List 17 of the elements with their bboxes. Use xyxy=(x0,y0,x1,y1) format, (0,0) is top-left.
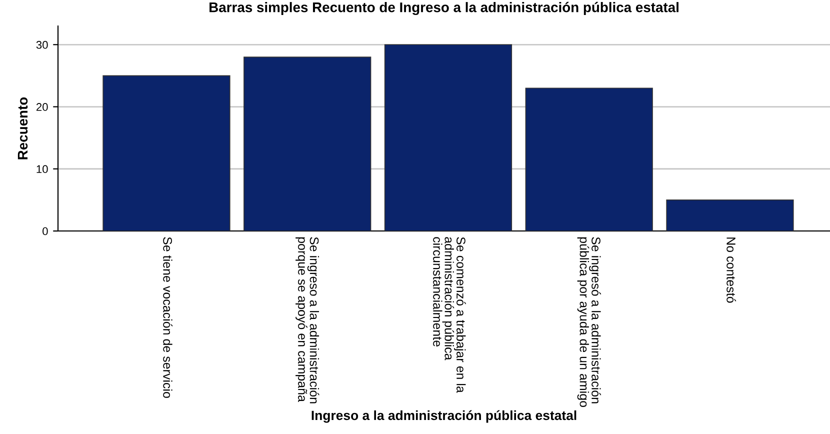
x-tick-label: No contestó xyxy=(726,238,736,303)
x-tick-label: Se ingresó a la administración pública por ayuda de un amigo xyxy=(577,237,601,407)
bar xyxy=(384,44,512,231)
y-tick-label: 20 xyxy=(36,103,48,111)
bar xyxy=(666,200,794,231)
y-axis-title: Recuento xyxy=(18,97,28,160)
bar xyxy=(525,88,653,231)
bar xyxy=(102,75,230,231)
x-tick-label: Se ingreso a la administración porque se apoyó en campaña xyxy=(296,237,320,404)
x-tick-label: Se tiene vocación de servicio xyxy=(163,237,172,398)
y-tick-label: 0 xyxy=(42,227,48,236)
y-tick-label: 10 xyxy=(36,165,48,174)
y-tick-label: 30 xyxy=(36,40,48,49)
x-tick-label: Se comenzó a trabajar en la administración pública circunstancialmente xyxy=(433,237,466,393)
x-axis-title: Ingreso a la administración pública estatal xyxy=(312,410,576,423)
chart-title: Barras simples Recuento de Ingreso a la administración pública estatal xyxy=(210,2,678,16)
bar xyxy=(244,56,372,231)
